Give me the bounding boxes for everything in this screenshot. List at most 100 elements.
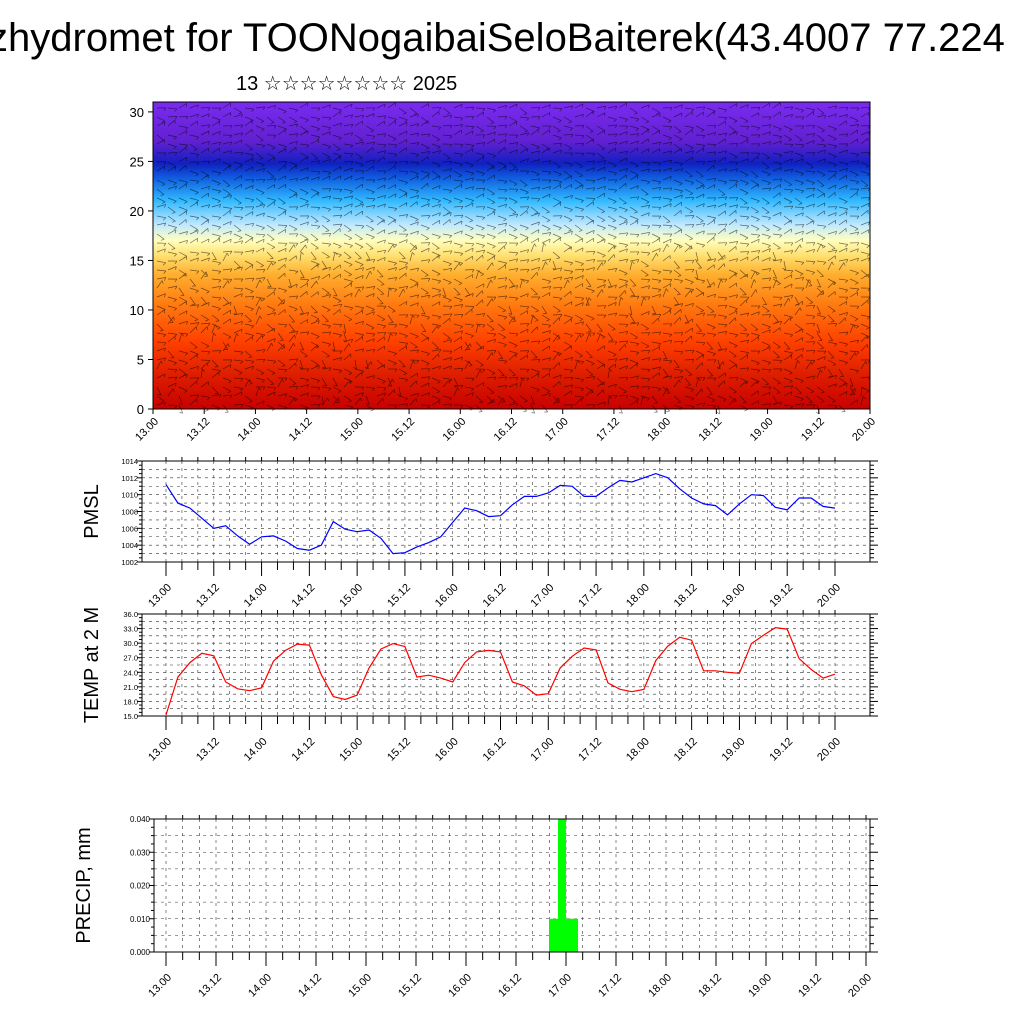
y-axis-label: PMSL (81, 484, 103, 538)
x-tick-label: 19.00 (748, 416, 776, 444)
x-tick-label: 18.00 (624, 736, 652, 764)
y-tick-label: 1006 (121, 524, 138, 533)
x-tick-label: 14.00 (236, 416, 264, 444)
x-tick-label: 13.00 (146, 972, 174, 1000)
y-tick-label: 1014 (121, 457, 138, 466)
y-tick-label: 0.030 (130, 848, 151, 857)
y-tick-label: 10 (130, 303, 144, 318)
x-tick-label: 19.00 (720, 582, 748, 610)
x-tick-label: 20.00 (850, 416, 878, 444)
y-tick-label: 0.010 (130, 915, 151, 924)
x-tick-label: 17.00 (528, 582, 556, 610)
x-tick-label: 13.12 (184, 416, 212, 444)
x-tick-label: 18.00 (646, 972, 674, 1000)
page-title: zhydromet for TOONogaibaiSeloBaiterek(43… (0, 16, 1005, 60)
y-axis-label: TEMP at 2 M (81, 607, 103, 723)
x-tick-label: 15.00 (337, 736, 365, 764)
x-tick-label: 18.12 (696, 972, 724, 1000)
x-tick-label: 14.12 (290, 582, 318, 610)
y-tick-label: 1008 (121, 508, 138, 517)
x-tick-label: 15.12 (385, 736, 413, 764)
y-tick-label: 0.040 (130, 815, 151, 824)
x-tick-label: 19.12 (796, 972, 824, 1000)
x-tick-label: 19.00 (720, 736, 748, 764)
precip-panel: 0.000 0.010 0.020 0.030 0.040 13.00 13.12 14.00… (73, 815, 878, 1000)
y-tick-label: 1012 (121, 474, 138, 483)
x-tick-label: 18.12 (672, 736, 700, 764)
x-tick-label: 13.00 (146, 736, 174, 764)
temp-panel: 15.0 18.0 21.0 24.0 27.0 30.0 33.0 36.0 13.00 13.… (81, 607, 878, 764)
y-tick-label: 18.0 (123, 697, 138, 706)
x-tick-label: 15.12 (396, 972, 424, 1000)
x-tick-label: 19.00 (746, 972, 774, 1000)
y-tick-label: 24.0 (123, 668, 138, 677)
grid (154, 818, 870, 953)
x-tick-label: 16.00 (433, 582, 461, 610)
series-line (165, 626, 836, 716)
x-tick-label: 13.12 (194, 736, 222, 764)
y-tick-label: 20 (130, 204, 144, 219)
x-tick-label: 17.12 (576, 582, 604, 610)
x-tick-label: 13.00 (133, 416, 161, 444)
x-tick-label: 16.12 (492, 416, 520, 444)
x-tick-label: 14.00 (242, 736, 270, 764)
x-tick-label: 20.00 (815, 736, 843, 764)
y-tick-label: 30.0 (123, 639, 138, 648)
grid (142, 460, 870, 563)
x-tick-label: 18.12 (697, 416, 725, 444)
y-tick-label: 1002 (121, 558, 138, 567)
x-tick-label: 15.00 (337, 582, 365, 610)
y-tick-label: 15.0 (123, 712, 138, 721)
x-tick-label: 14.12 (296, 972, 324, 1000)
precip-bar (549, 918, 558, 952)
y-tick-label: 0.000 (130, 948, 151, 957)
y-tick-label: 33.0 (123, 625, 138, 634)
y-tick-label: 25 (130, 154, 144, 169)
x-tick-label: 17.00 (528, 736, 556, 764)
x-tick-label: 17.12 (596, 972, 624, 1000)
x-tick-label: 20.00 (846, 972, 874, 1000)
x-tick-label: 16.00 (446, 972, 474, 1000)
x-tick-label: 19.12 (767, 736, 795, 764)
x-tick-label: 13.12 (196, 972, 224, 1000)
y-tick-label: 30 (130, 105, 144, 120)
x-tick-label: 16.12 (481, 582, 509, 610)
precip-bar (566, 918, 578, 952)
x-tick-label: 14.12 (290, 736, 318, 764)
x-tick-label: 18.12 (672, 582, 700, 610)
series-line (165, 472, 836, 555)
y-tick-label: 1010 (121, 491, 138, 500)
x-tick-label: 13.12 (194, 582, 222, 610)
y-tick-label: 36.0 (123, 610, 138, 619)
x-tick-label: 15.00 (346, 972, 374, 1000)
x-tick-label: 18.00 (645, 416, 673, 444)
page-subtitle: 13 ☆☆☆☆☆☆☆☆ 2025 (236, 73, 458, 95)
y-tick-label: 21.0 (123, 683, 138, 692)
x-tick-label: 13.00 (146, 582, 174, 610)
x-tick-label: 17.12 (594, 416, 622, 444)
x-tick-label: 19.12 (767, 582, 795, 610)
y-tick-label: 0 (137, 402, 144, 417)
pmsl-panel: 1002 1004 1006 1008 1010 1012 1014 13.00 13.12 14… (81, 457, 878, 610)
x-tick-label: 19.12 (799, 416, 827, 444)
y-tick-label: 15 (130, 253, 144, 268)
y-axis-label: PRECIP, mm (73, 827, 95, 943)
x-tick-label: 14.00 (242, 582, 270, 610)
x-tick-label: 20.00 (815, 582, 843, 610)
heatmap-panel: 0 5 10 15 20 25 30 13.00 13.12 14.00 14.12 15.00 15.… (130, 101, 878, 444)
wind-barbs (156, 102, 871, 415)
x-tick-label: 17.12 (576, 736, 604, 764)
x-tick-label: 17.00 (546, 972, 574, 1000)
x-tick-label: 15.12 (389, 416, 417, 444)
x-tick-label: 15.12 (385, 582, 413, 610)
precip-bar (558, 819, 566, 952)
x-tick-label: 16.12 (496, 972, 524, 1000)
x-tick-label: 14.12 (287, 416, 315, 444)
x-tick-label: 14.00 (246, 972, 274, 1000)
y-tick-label: 0.020 (130, 882, 151, 891)
heatmap-field (153, 102, 870, 409)
y-tick-label: 5 (137, 352, 144, 367)
x-tick-label: 18.00 (624, 582, 652, 610)
x-tick-label: 16.12 (481, 736, 509, 764)
